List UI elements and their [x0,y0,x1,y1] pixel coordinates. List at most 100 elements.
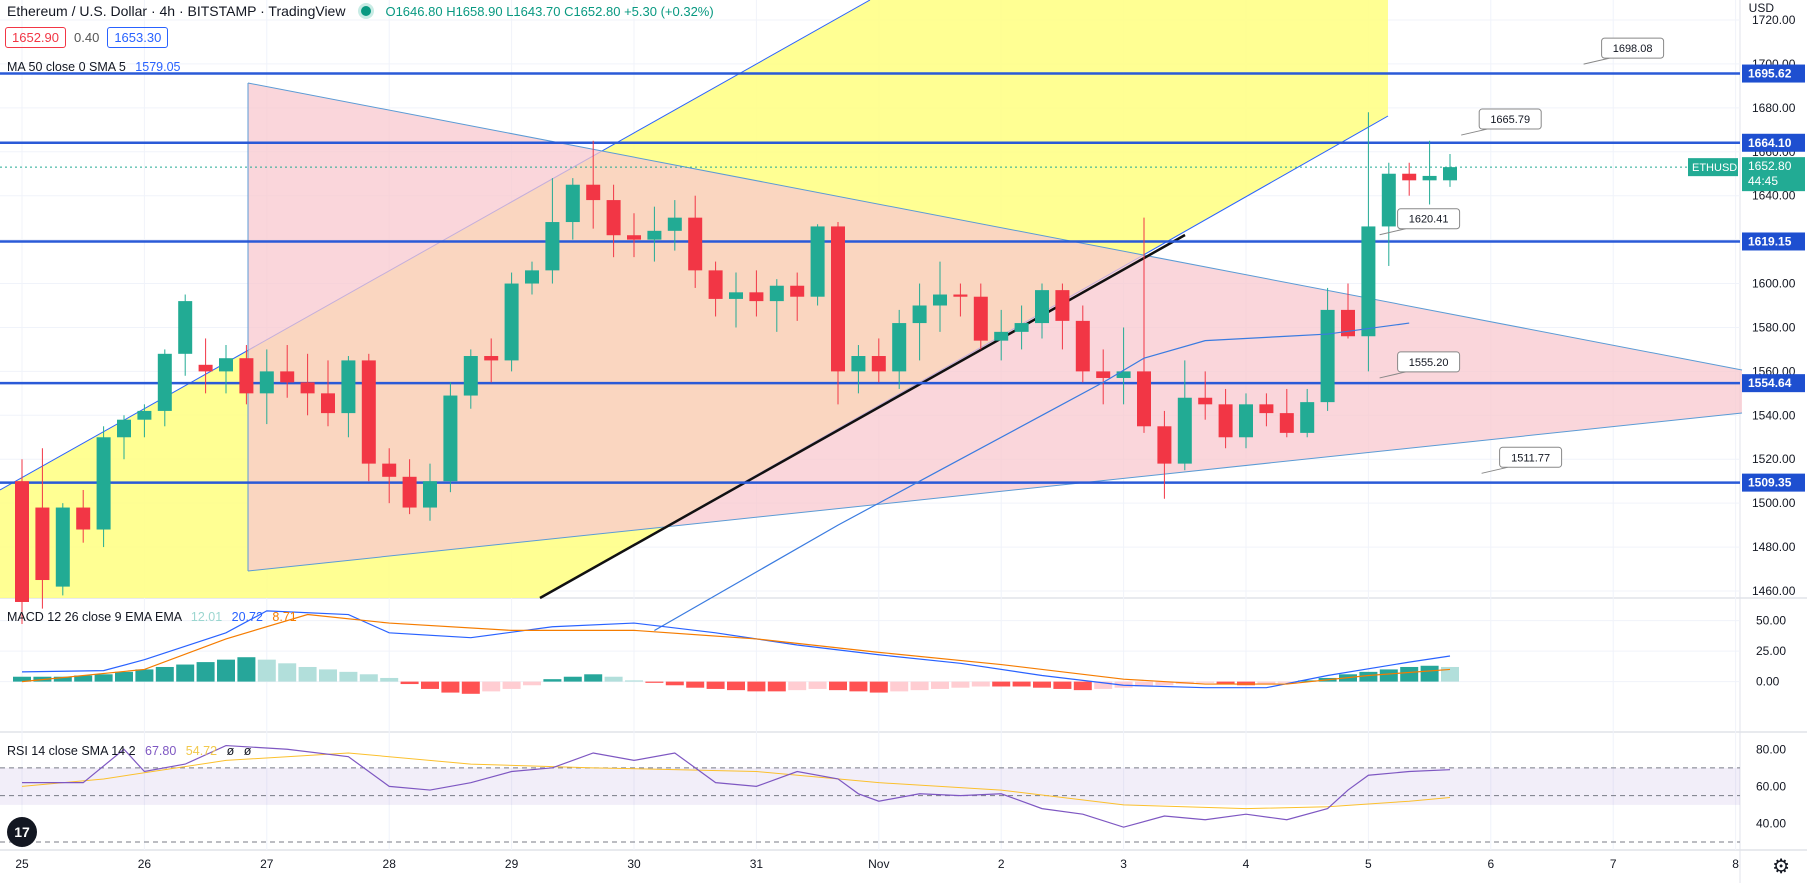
candle-body [239,358,254,394]
candle-body [137,410,152,420]
x-tick-label: 8 [1732,857,1739,871]
rsi-tick-label: 80.00 [1756,742,1786,756]
x-tick-label: 6 [1487,857,1494,871]
ohlc-values: O1646.80 H1658.90 L1643.70 C1652.80 +5.3… [385,4,713,19]
candle-body [1075,320,1090,372]
macd-histogram-bar [196,662,215,682]
macd-histogram-bar [461,681,480,694]
candle-body [198,364,213,372]
tradingview-logo-icon[interactable]: 17 [7,817,37,847]
rsi-legend[interactable]: RSI 14 close SMA 14 2 67.80 54.72 ø ø [7,744,251,758]
rsi-ma-line [21,752,1451,810]
macd-histogram-bar [1277,681,1296,683]
callout-box [1601,37,1665,59]
callout-box [1397,351,1461,373]
macd-histogram-bar [1094,681,1113,689]
symbol-tag [1688,158,1738,177]
rsi-tick-label: 60.00 [1756,779,1786,793]
macd-histogram-bar [400,681,419,685]
candle-body [912,305,927,324]
candle-body [831,226,845,372]
candle-body [96,437,111,530]
x-tick-label: Nov [868,857,889,871]
rsi-extra-1: ø [226,744,235,758]
macd-histogram-bar [176,664,195,682]
candle-body [1014,323,1029,332]
callout-pointer [1379,228,1406,236]
x-tick-label: 27 [260,857,274,871]
candle-body [1422,175,1437,181]
level-axis-label: 1619.15 [1748,234,1792,248]
macd-histogram-bar [1441,666,1459,682]
macd-legend[interactable]: MACD 12 26 close 9 EMA EMA 12.01 20.72 8… [7,610,297,624]
ma-label: MA 50 close 0 SMA 5 [7,60,126,74]
last-price-tag [1742,157,1805,192]
macd-histogram-bar [441,681,460,693]
level-axis-tag [1742,473,1805,492]
candle-body [525,270,539,284]
chart-header: Ethereum / U.S. Dollar · 4h · BITSTAMP ·… [7,3,714,19]
candle-body [1137,371,1151,427]
macd-histogram-bar [584,674,603,682]
level-axis-tag [1742,64,1805,83]
price-tick-label: 1480.00 [1752,540,1796,554]
candle-body [1239,404,1253,438]
macd-histogram-bar [706,681,725,689]
macd-histogram-bar [1196,681,1215,683]
sell-button[interactable]: 1652.90 [5,27,66,48]
macd-histogram-bar [910,681,929,691]
macd-histogram-bar [257,659,276,682]
ma-legend[interactable]: MA 50 close 0 SMA 5 1579.05 [7,60,180,74]
macd-histogram-bar [1359,671,1378,682]
callout-box [1478,108,1542,130]
macd-label: MACD 12 26 close 9 EMA EMA [7,610,182,624]
callout-label: 1555.20 [1409,357,1449,369]
macd-histogram-bar [298,666,317,682]
x-tick-label: 2 [998,857,1005,871]
candle-body [321,393,335,414]
x-tick-label: 31 [750,857,764,871]
callout-pointer [1481,466,1508,474]
gear-icon[interactable]: ⚙ [1772,856,1790,878]
candle-body [708,270,723,299]
candle-body [647,230,662,240]
callout-label: 1620.41 [1409,214,1449,226]
x-tick-label: 25 [15,857,29,871]
macd-histogram-bar [339,671,358,682]
candle-body [545,222,560,271]
open-value: O1646.80 [385,3,443,19]
candle-body [361,360,376,464]
candle-body [15,481,29,602]
callout-box [1397,208,1461,230]
spread-value: 0.40 [74,30,100,45]
macd-histogram-bar [380,677,399,682]
macd-histogram-bar [747,681,766,692]
symbol-title[interactable]: Ethereum / U.S. Dollar · 4h · BITSTAMP ·… [7,3,346,19]
x-tick-label: 30 [627,857,641,871]
macd-histogram-bar [502,681,521,689]
x-tick-label: 7 [1610,857,1617,871]
candle-body [729,292,743,299]
macd-histogram-bar [53,676,72,682]
macd-histogram-bar [931,681,949,689]
price-tick-label: 1580.00 [1752,320,1796,334]
macd-signal-line [21,613,1451,685]
callout-pointer [1583,57,1610,65]
macd-histogram-bar [523,681,541,686]
macd-histogram-bar [1298,680,1317,682]
low-value: L1643.70 [506,3,561,19]
buy-button[interactable]: 1653.30 [107,27,169,48]
macd-histogram-bar [665,681,684,686]
ma-value: 1579.05 [135,60,181,74]
macd-histogram-bar [217,659,235,682]
price-tick-label: 1500.00 [1752,496,1796,510]
rsi-value: 67.80 [145,744,177,758]
currency-label[interactable]: USD [1748,1,1774,15]
macd-histogram-bar [767,681,786,692]
macd-histogram-bar [951,681,970,688]
candle-body [1096,371,1111,378]
macd-histogram-bar [155,666,174,682]
rsi-line [22,744,1451,828]
price-axis[interactable]: 1460.001480.001500.001520.001540.001560.… [15,13,1805,871]
